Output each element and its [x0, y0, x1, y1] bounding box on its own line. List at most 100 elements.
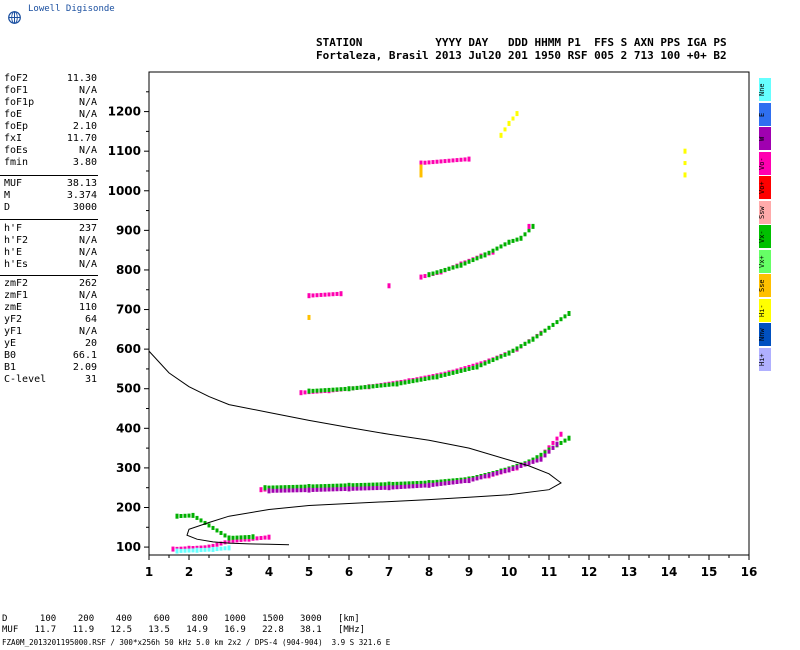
- echo-point: [171, 546, 175, 552]
- header-labels: STATION YYYY DAY DDD HHMM P1 FFS S AXN P…: [316, 36, 727, 49]
- echo-point: [499, 244, 503, 249]
- param-value: 2.09: [72, 362, 97, 373]
- echo-point: [463, 479, 467, 484]
- param-label: foE: [4, 109, 23, 120]
- x-tick-label: 7: [385, 565, 393, 579]
- legend-item-e: E: [759, 102, 771, 126]
- echo-point: [539, 331, 543, 336]
- echo-point: [419, 377, 423, 382]
- param-label: foF2: [4, 73, 29, 84]
- echo-point: [383, 383, 387, 388]
- echo-point: [307, 484, 311, 490]
- echo-point: [431, 375, 435, 380]
- legend-item-hi: Hi+: [759, 347, 771, 371]
- echo-point: [343, 386, 347, 391]
- echo-point: [455, 158, 459, 163]
- echo-point: [179, 514, 183, 519]
- echo-point: [431, 271, 435, 276]
- echo-point: [423, 160, 427, 165]
- param-value: 11.30: [66, 73, 97, 84]
- echo-point: [415, 481, 419, 486]
- echo-point: [459, 479, 463, 484]
- x-tick-label: 6: [345, 565, 353, 579]
- echo-point: [259, 487, 263, 493]
- param-label: MUF: [4, 178, 23, 189]
- param-row-fof1: foF1 N/A: [0, 85, 100, 97]
- echo-point: [467, 366, 471, 371]
- echo-point: [463, 367, 467, 372]
- echo-point: [459, 262, 463, 268]
- echo-point: [183, 546, 187, 551]
- echo-point: [483, 474, 487, 479]
- y-tick-label: 500: [116, 382, 141, 396]
- param-label: C-level: [4, 374, 47, 385]
- echo-point: [291, 488, 295, 493]
- echo-point: [419, 164, 423, 170]
- param-label: B0: [4, 350, 17, 361]
- echo-point: [187, 548, 191, 553]
- echo-point: [419, 160, 423, 166]
- param-label: fmin: [4, 157, 29, 168]
- echo-point: [495, 471, 499, 476]
- echo-point: [247, 536, 251, 542]
- param-label: yF1: [4, 326, 23, 337]
- param-row-foe: foE N/A: [0, 109, 100, 121]
- y-tick-label: 300: [116, 461, 141, 475]
- param-value: 3000: [72, 202, 97, 213]
- echo-point: [563, 438, 567, 443]
- echo-point: [359, 385, 363, 390]
- echo-point: [319, 292, 323, 297]
- echo-point: [487, 473, 491, 478]
- echo-point: [683, 161, 687, 166]
- echo-point: [243, 535, 247, 540]
- echo-point: [227, 535, 231, 541]
- echo-point: [495, 356, 499, 361]
- x-tick-label: 14: [661, 565, 678, 579]
- x-tick-label: 1: [145, 565, 153, 579]
- echo-point: [363, 486, 367, 491]
- param-row-foep: foEp 2.10: [0, 121, 100, 133]
- param-value: 237: [78, 223, 97, 234]
- echo-point: [443, 267, 447, 272]
- echo-point: [447, 158, 451, 163]
- echo-point: [423, 274, 427, 279]
- param-value: 3.80: [72, 157, 97, 168]
- echo-point: [335, 483, 339, 488]
- echo-point: [327, 483, 331, 488]
- legend-item-nnw: Nnw: [759, 323, 771, 346]
- echo-point: [443, 159, 447, 164]
- echo-point: [211, 525, 215, 530]
- x-tick-label: 13: [621, 565, 638, 579]
- echo-point: [215, 528, 219, 533]
- electron-density-profile: [148, 350, 562, 546]
- x-tick-label: 8: [425, 565, 433, 579]
- param-row-fxi: fxI 11.70: [0, 133, 100, 145]
- echo-point: [351, 486, 355, 491]
- echo-point: [443, 372, 447, 377]
- echo-point: [279, 485, 283, 490]
- echo-point: [519, 463, 523, 468]
- x-tick-label: 2: [185, 565, 193, 579]
- y-tick-label: 1200: [108, 105, 141, 119]
- param-row-hf: h'F 237: [0, 223, 100, 235]
- echo-point: [447, 478, 451, 483]
- echo-point: [447, 480, 451, 485]
- echo-point: [527, 223, 531, 229]
- echo-point: [179, 546, 183, 551]
- echo-point: [207, 523, 211, 528]
- echo-point: [451, 478, 455, 483]
- x-tick-label: 5: [305, 565, 313, 579]
- y-tick-label: 700: [116, 303, 141, 317]
- echo-point: [391, 481, 395, 486]
- echo-point: [463, 261, 467, 266]
- param-value: 110: [78, 302, 97, 313]
- echo-point: [475, 256, 479, 261]
- param-label: zmF2: [4, 278, 29, 289]
- echo-point: [219, 546, 223, 551]
- param-value: 38.13: [66, 178, 97, 189]
- param-label: foEs: [4, 145, 29, 156]
- echo-point: [439, 159, 443, 164]
- echo-point: [399, 381, 403, 386]
- echo-point: [287, 488, 291, 493]
- echo-point: [463, 157, 467, 162]
